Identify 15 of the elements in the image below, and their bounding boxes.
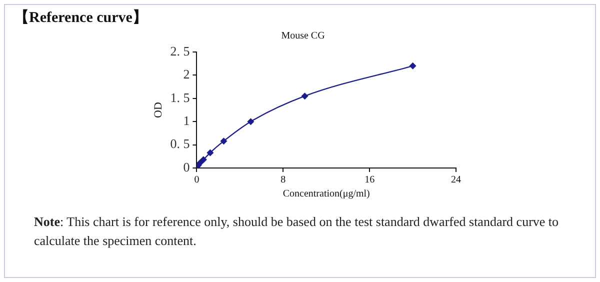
- x-axis-title: Concentration(μg/ml): [282, 188, 370, 200]
- y-tick-label: 1. 5: [170, 90, 190, 105]
- y-tick-label: 2. 5: [170, 43, 190, 58]
- y-axis-title: OD: [152, 102, 164, 118]
- y-tick-label: 2: [183, 66, 190, 82]
- x-tick-label: 8: [280, 174, 286, 186]
- y-tick-label: 1: [183, 113, 190, 128]
- text: Note: This chart is for reference only, should be based on the test standard dwarfed standard curve to calculate the specimen content.: [34, 213, 560, 250]
- y-tick-label: 0: [183, 159, 190, 174]
- chart-subtitle: Mouse CG: [281, 30, 325, 42]
- chart-title: 【Reference curve】: [14, 8, 148, 27]
- x-tick-label: 0: [194, 174, 200, 186]
- x-tick-label: 16: [364, 174, 375, 186]
- x-tick-label: 24: [451, 174, 461, 186]
- y-tick-label: 0. 5: [170, 136, 190, 152]
